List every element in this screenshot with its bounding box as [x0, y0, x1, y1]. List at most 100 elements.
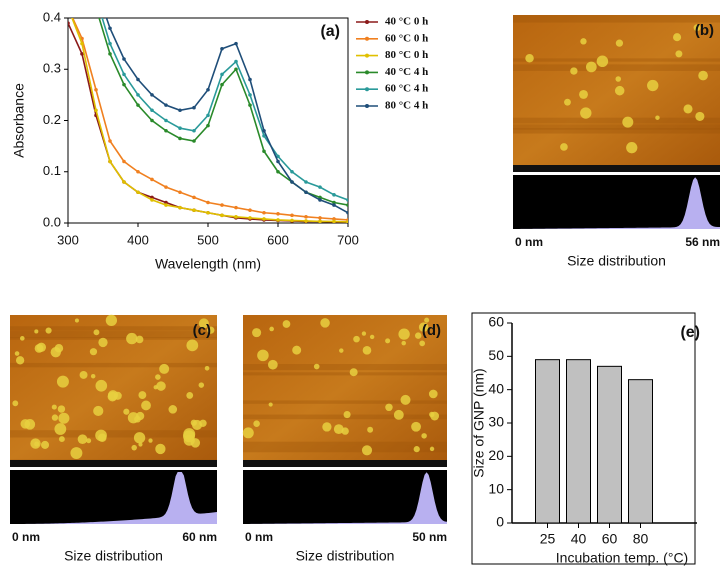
x-axis-label: Wavelength (nm) — [155, 256, 261, 272]
series-point — [318, 195, 322, 200]
afm-grain — [198, 382, 205, 388]
series-point — [304, 215, 308, 219]
series-point — [318, 198, 322, 202]
afm-grain — [198, 318, 209, 329]
afm-grain — [525, 54, 534, 63]
bar — [566, 359, 591, 524]
afm-grain — [58, 412, 70, 424]
afm-grain — [34, 329, 39, 334]
afm-grain — [252, 328, 262, 338]
series-point — [136, 169, 140, 174]
series-point — [192, 195, 196, 200]
afm-grain — [90, 373, 96, 379]
panel-label: (c) — [193, 322, 211, 339]
series-point — [150, 108, 154, 113]
panel-label: (b) — [695, 22, 714, 39]
series-point — [290, 213, 294, 218]
afm-image — [243, 315, 447, 460]
afm-grain — [349, 368, 358, 377]
series-point — [122, 180, 126, 184]
afm-grain — [204, 365, 210, 371]
series-point — [108, 52, 112, 56]
series-point — [234, 59, 238, 64]
afm-grain — [77, 434, 88, 444]
afm-grain — [698, 70, 708, 81]
legend-marker — [365, 36, 369, 41]
series-point — [234, 67, 238, 72]
series-point — [150, 118, 154, 123]
y-tick-label: 10 — [488, 480, 504, 496]
series-point — [346, 220, 348, 223]
legend-label: 80 °C 0 h — [385, 49, 428, 61]
afm-grain — [580, 38, 587, 45]
series-point — [94, 6, 98, 10]
bar — [535, 359, 560, 524]
afm-grain — [56, 375, 69, 388]
y-axis-label: Size of GNP (nm) — [471, 368, 487, 477]
afm-grain — [579, 89, 588, 99]
series-point — [262, 217, 266, 221]
x-tick-label: 400 — [127, 232, 149, 247]
x-tick-label: 300 — [57, 232, 79, 247]
afm-grain — [186, 392, 194, 399]
afm-grain — [614, 85, 625, 96]
x-axis-label: Incubation temp. (°C) — [556, 550, 688, 566]
afm-grain — [107, 391, 118, 402]
afm-grain — [15, 356, 25, 365]
series-point — [262, 210, 266, 215]
series-point — [136, 77, 140, 82]
afm-streak — [10, 337, 217, 340]
afm-grain — [138, 391, 147, 399]
afm-grain — [398, 328, 410, 340]
afm-grain — [683, 104, 693, 114]
series-point — [164, 185, 168, 189]
series-point — [346, 198, 348, 202]
y-tick-label: 0.0 — [43, 214, 61, 229]
afm-grain — [421, 433, 427, 439]
afm-streak — [243, 364, 447, 371]
afm-grain — [98, 433, 107, 442]
afm-streak — [513, 117, 720, 124]
x-tick-label: 40 — [571, 531, 587, 547]
series-point — [346, 203, 348, 207]
y-tick-label: 0.4 — [43, 9, 61, 24]
afm-grain — [362, 346, 372, 355]
afm-grain — [131, 444, 137, 451]
afm-grain — [98, 337, 108, 348]
series-point — [318, 216, 322, 220]
legend-marker — [365, 104, 369, 108]
afm-streak — [513, 124, 720, 130]
histogram-shape — [513, 177, 720, 229]
afm-grain — [86, 438, 92, 444]
histogram-label: Size distribution — [567, 253, 666, 269]
afm-grain — [123, 408, 130, 415]
afm-grain — [70, 447, 83, 460]
afm-grain — [343, 411, 351, 419]
afm-grain — [267, 359, 278, 370]
afm-grain — [622, 116, 634, 128]
afm-grain — [361, 331, 367, 336]
afm-grain — [183, 428, 196, 441]
afm-grain — [126, 332, 138, 345]
series-point — [332, 203, 336, 207]
plot-area — [68, 6, 348, 223]
afm-streak — [10, 430, 217, 438]
afm-grain — [34, 343, 44, 353]
afm-grain — [54, 423, 67, 435]
afm-grain — [428, 389, 438, 399]
series-point — [150, 195, 154, 200]
afm-streak — [513, 64, 720, 71]
legend-marker — [365, 87, 369, 92]
series-point — [318, 185, 322, 189]
series-point — [122, 57, 126, 61]
afm-grain — [353, 335, 360, 343]
afm-grain — [292, 345, 302, 355]
series-point — [94, 108, 98, 113]
series-point — [108, 41, 112, 46]
afm-grain — [647, 79, 659, 92]
series-point — [304, 219, 308, 223]
legend-marker — [365, 53, 369, 58]
series-line — [98, 18, 348, 206]
range-end: 60 nm — [182, 530, 217, 544]
afm-grain — [673, 33, 682, 42]
